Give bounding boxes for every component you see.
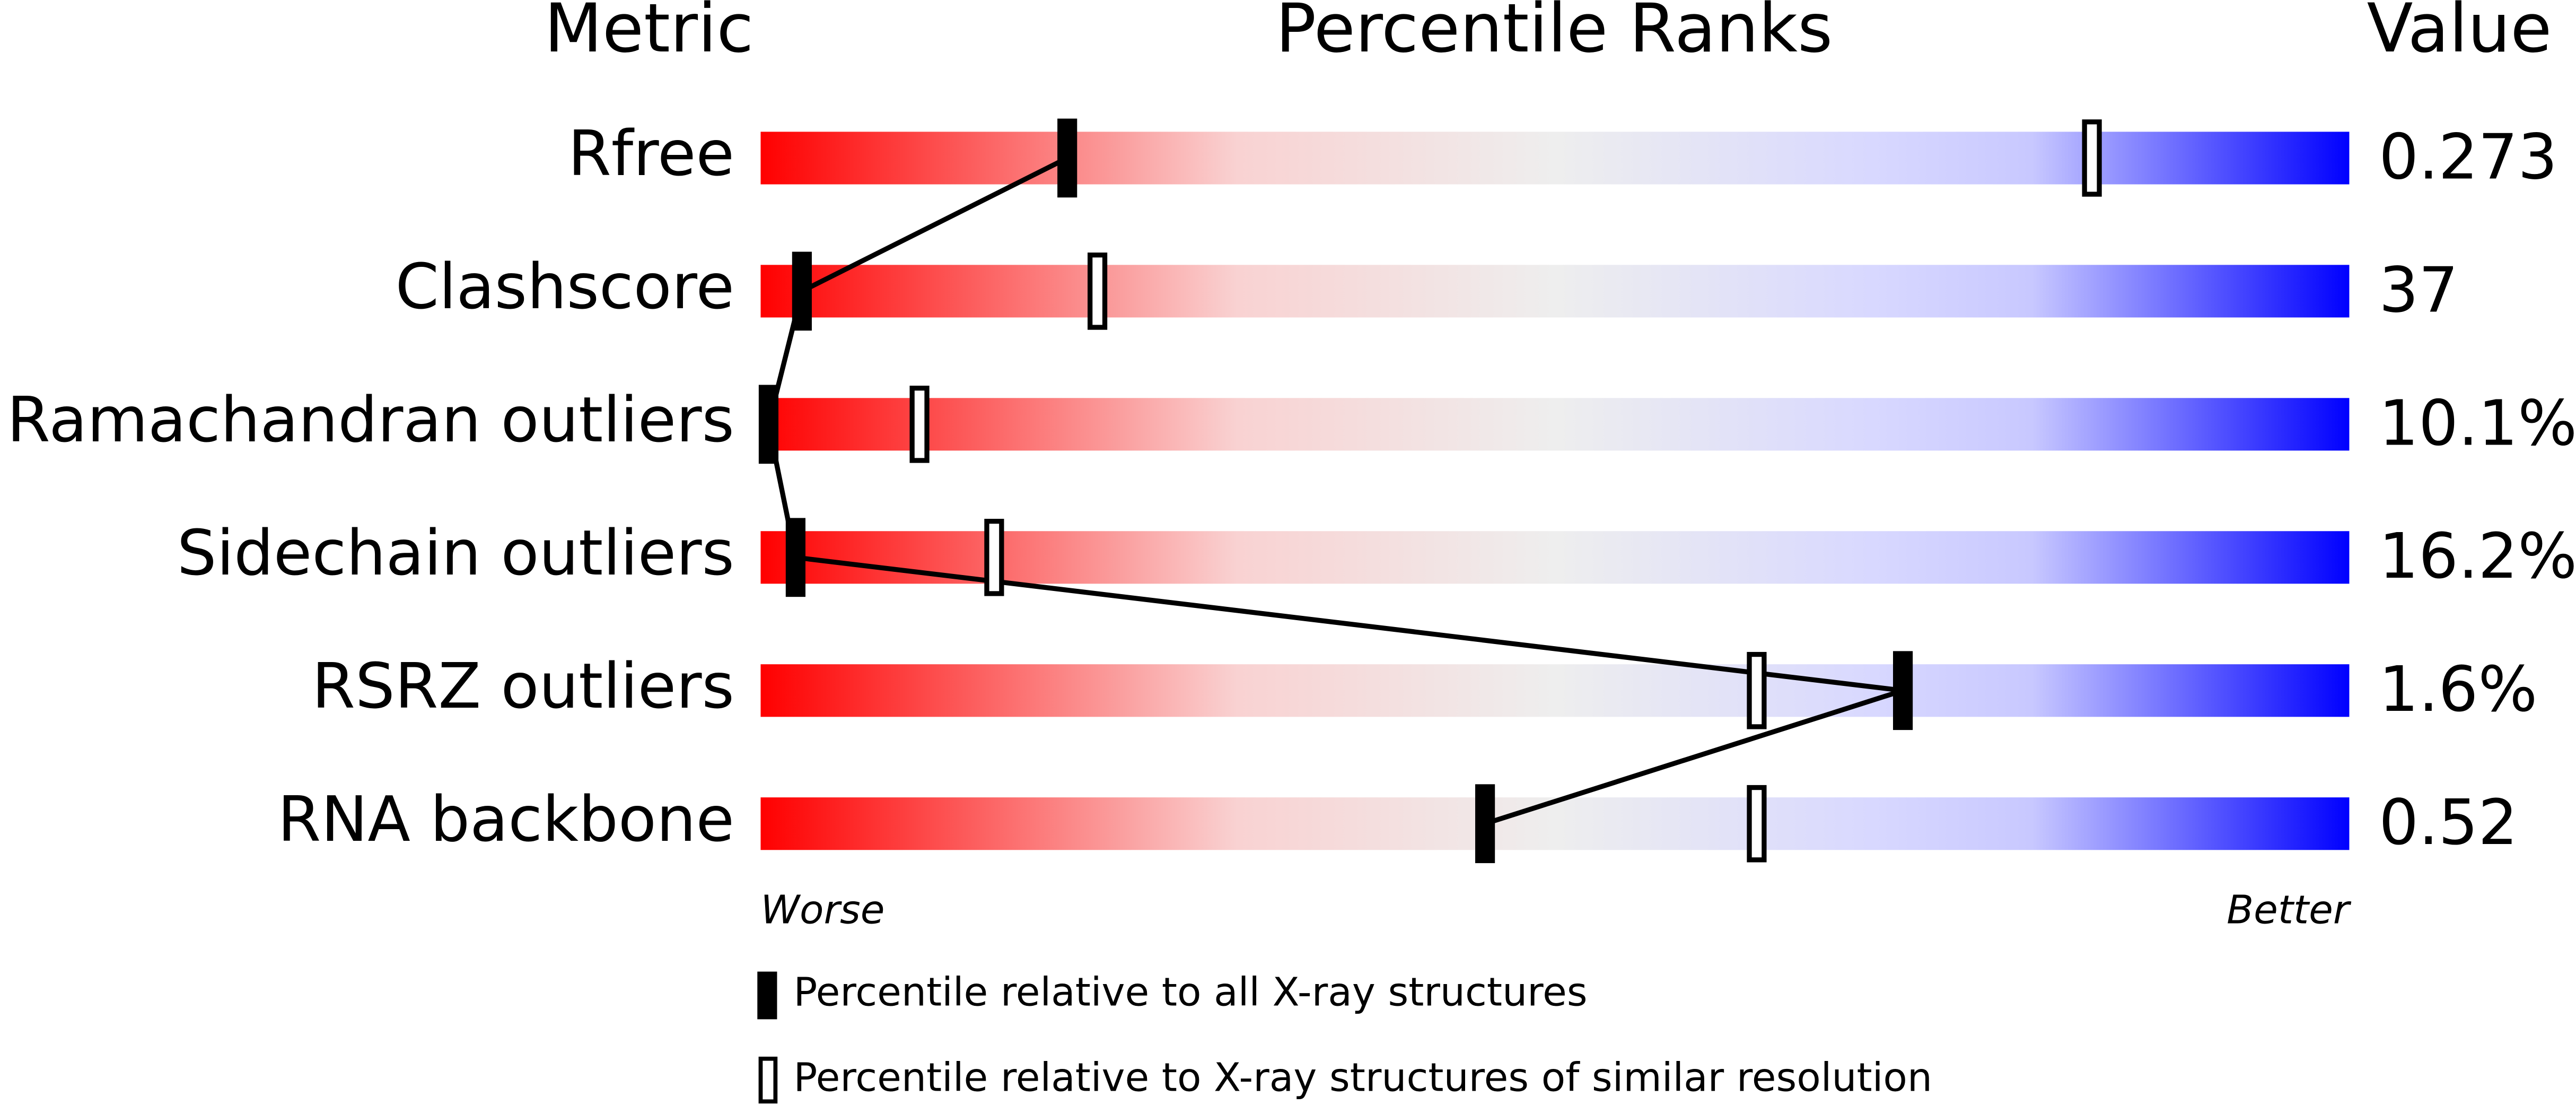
legend-swatch xyxy=(757,971,777,1020)
column-header: Value xyxy=(2367,0,2552,67)
column-header: Metric xyxy=(544,0,753,67)
marker-filled xyxy=(1475,784,1495,864)
value-label: 0.273 xyxy=(2379,120,2557,193)
marker-open xyxy=(2082,119,2102,197)
marker-open xyxy=(1747,785,1767,863)
marker-open xyxy=(984,518,1004,596)
track xyxy=(760,797,2350,850)
worse-label: Worse xyxy=(760,887,884,933)
marker-open xyxy=(1747,651,1767,729)
legend-swatch xyxy=(758,1056,778,1104)
legend-label: Percentile relative to X-ray structures … xyxy=(793,1055,1932,1101)
track xyxy=(760,531,2350,584)
metric-label: Sidechain outliers xyxy=(177,517,734,589)
metric-label: Clashscore xyxy=(396,250,734,323)
better-label: Better xyxy=(2227,887,2352,933)
track xyxy=(760,398,2350,451)
marker-filled xyxy=(1892,651,1913,730)
metric-label: Rfree xyxy=(568,117,734,190)
value-label: 37 xyxy=(2379,254,2458,326)
marker-filled xyxy=(792,251,812,331)
value-label: 16.2% xyxy=(2379,520,2576,593)
track xyxy=(760,265,2350,318)
value-label: 0.52 xyxy=(2379,786,2518,859)
marker-filled xyxy=(1057,118,1077,198)
track xyxy=(760,132,2350,185)
column-header: Percentile Ranks xyxy=(1276,0,1833,67)
marker-filled xyxy=(758,385,779,464)
marker-open xyxy=(1088,253,1108,330)
value-label: 10.1% xyxy=(2379,387,2576,459)
value-label: 1.6% xyxy=(2379,653,2537,726)
marker-filled xyxy=(785,518,805,597)
metric-label: Ramachandran outliers xyxy=(7,384,734,456)
legend-label: Percentile relative to all X-ray structu… xyxy=(793,969,1587,1015)
marker-open xyxy=(909,386,930,463)
connector-line xyxy=(766,155,1904,826)
metric-label: RNA backbone xyxy=(278,783,734,856)
metric-label: RSRZ outliers xyxy=(312,650,734,723)
track xyxy=(760,664,2350,717)
